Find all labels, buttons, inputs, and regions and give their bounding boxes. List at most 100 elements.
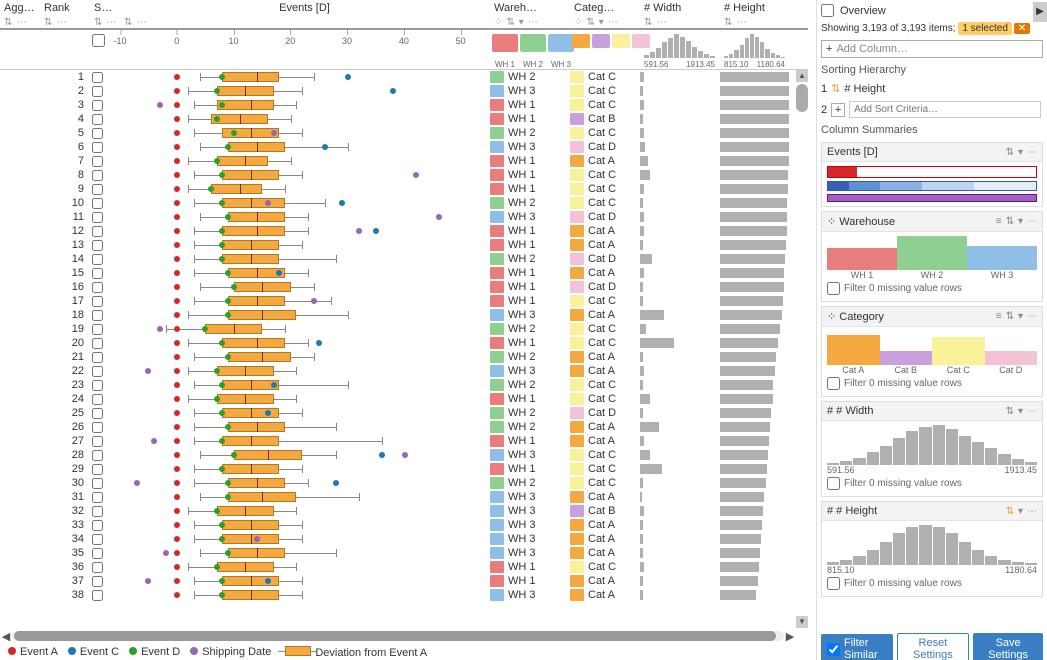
table-row[interactable]: 10WH 2Cat C xyxy=(0,196,808,210)
filter-missing-checkbox[interactable] xyxy=(827,477,840,490)
sort-icon[interactable]: ⇅ xyxy=(94,17,102,28)
more-icon[interactable]: ⋯ xyxy=(56,17,66,28)
row-select-checkbox[interactable] xyxy=(92,212,103,223)
table-row[interactable]: 37WH 1Cat A xyxy=(0,574,808,588)
row-select-checkbox[interactable] xyxy=(92,548,103,559)
plus-icon[interactable]: + xyxy=(831,103,845,117)
group-icon[interactable]: ⁘ xyxy=(494,17,502,28)
table-row[interactable]: 33WH 3Cat A xyxy=(0,518,808,532)
filter-missing-checkbox[interactable] xyxy=(827,577,840,590)
more-icon[interactable]: ⋯ xyxy=(136,17,146,28)
cat-sum-bar[interactable] xyxy=(932,337,985,365)
col-header-width[interactable]: # Width⇅⋯ xyxy=(640,0,720,28)
table-row[interactable]: 29WH 1Cat C xyxy=(0,462,808,476)
row-select-checkbox[interactable] xyxy=(92,184,103,195)
clear-selection-icon[interactable]: ✕ xyxy=(1014,23,1030,34)
row-select-checkbox[interactable] xyxy=(92,394,103,405)
more-icon[interactable]: ⋯ xyxy=(736,17,746,28)
filter-missing-checkbox[interactable] xyxy=(827,282,840,295)
col-header-wh[interactable]: Wareh…⁘⇅▾⋯ xyxy=(490,0,570,28)
table-row[interactable]: 3WH 1Cat C xyxy=(0,98,808,112)
table-row[interactable]: 27WH 1Cat A xyxy=(0,434,808,448)
row-select-checkbox[interactable] xyxy=(92,380,103,391)
more-icon[interactable]: ⋯ xyxy=(106,17,116,28)
row-select-checkbox[interactable] xyxy=(92,520,103,531)
row-select-checkbox[interactable] xyxy=(92,338,103,349)
add-column-input[interactable]: + Add Column… xyxy=(821,40,1043,58)
table-row[interactable]: 35WH 3Cat A xyxy=(0,546,808,560)
table-row[interactable]: 7WH 1Cat A xyxy=(0,154,808,168)
filter-similar-checkbox[interactable] xyxy=(827,643,840,656)
table-row[interactable]: 5WH 2Cat C xyxy=(0,126,808,140)
more-icon[interactable]: ⋯ xyxy=(608,17,618,28)
scroll-down-icon[interactable]: ▼ xyxy=(796,616,808,628)
table-row[interactable]: 34WH 3Cat A xyxy=(0,532,808,546)
table-row[interactable]: 18WH 3Cat A xyxy=(0,308,808,322)
scroll-left-icon[interactable]: ◀ xyxy=(0,630,12,642)
sort-icon[interactable]: ⇅ xyxy=(44,17,52,28)
table-row[interactable]: 25WH 2Cat D xyxy=(0,406,808,420)
row-select-checkbox[interactable] xyxy=(92,366,103,377)
sort-icon[interactable]: ⇅ xyxy=(724,17,732,28)
row-select-checkbox[interactable] xyxy=(92,324,103,335)
row-select-checkbox[interactable] xyxy=(92,268,103,279)
col-header-events[interactable]: Events [D]⇅⋯ xyxy=(120,0,490,28)
table-row[interactable]: 20WH 1Cat C xyxy=(0,336,808,350)
hscroll-thumb[interactable] xyxy=(14,631,776,641)
row-select-checkbox[interactable] xyxy=(92,240,103,251)
row-select-checkbox[interactable] xyxy=(92,142,103,153)
table-row[interactable]: 9WH 1Cat C xyxy=(0,182,808,196)
table-row[interactable]: 11WH 3Cat D xyxy=(0,210,808,224)
more-icon[interactable]: ⋯ xyxy=(1027,147,1037,158)
table-row[interactable]: 17WH 1Cat C xyxy=(0,294,808,308)
table-row[interactable]: 32WH 3Cat B xyxy=(0,504,808,518)
row-select-checkbox[interactable] xyxy=(92,436,103,447)
sort-icon[interactable]: ⇅ xyxy=(4,17,12,28)
vscroll-thumb[interactable] xyxy=(796,84,808,112)
vertical-scrollbar[interactable]: ▲ ▼ xyxy=(796,70,808,628)
filter-icon[interactable]: ▾ xyxy=(1018,216,1023,227)
col-header-cat[interactable]: Categ…⁘⇅▾⋯ xyxy=(570,0,640,28)
more-icon[interactable]: ⋯ xyxy=(16,17,26,28)
table-row[interactable]: 26WH 2Cat A xyxy=(0,420,808,434)
list-icon[interactable]: ≡ xyxy=(996,311,1002,322)
row-select-checkbox[interactable] xyxy=(92,450,103,461)
row-select-checkbox[interactable] xyxy=(92,352,103,363)
row-select-checkbox[interactable] xyxy=(92,114,103,125)
sort-icon[interactable]: ⇅ xyxy=(586,17,594,28)
sort-icon[interactable]: ⇅ xyxy=(1006,147,1014,158)
row-select-checkbox[interactable] xyxy=(92,534,103,545)
filter-similar-toggle[interactable]: Filter Similar xyxy=(821,634,893,660)
sort-icon[interactable]: ⇅ xyxy=(1006,506,1014,517)
row-select-checkbox[interactable] xyxy=(92,478,103,489)
more-icon[interactable]: ⋯ xyxy=(1027,506,1037,517)
save-settings-button[interactable]: Save Settings xyxy=(973,633,1043,660)
row-select-checkbox[interactable] xyxy=(92,254,103,265)
sort-criteria-input[interactable] xyxy=(849,101,1041,118)
row-select-checkbox[interactable] xyxy=(92,576,103,587)
row-select-checkbox[interactable] xyxy=(92,156,103,167)
list-icon[interactable]: ≡ xyxy=(996,216,1002,227)
select-all-checkbox[interactable] xyxy=(92,34,105,47)
row-select-checkbox[interactable] xyxy=(92,100,103,111)
filter-icon[interactable]: ▾ xyxy=(1018,506,1023,517)
row-select-checkbox[interactable] xyxy=(92,72,103,83)
row-select-checkbox[interactable] xyxy=(92,590,103,601)
table-row[interactable]: 2WH 3Cat C xyxy=(0,84,808,98)
filter-icon[interactable]: ▾ xyxy=(599,17,604,28)
row-select-checkbox[interactable] xyxy=(92,282,103,293)
table-row[interactable]: 22WH 3Cat A xyxy=(0,364,808,378)
overview-checkbox[interactable] xyxy=(821,4,834,17)
sort-icon[interactable]: ⇅ xyxy=(644,17,652,28)
wh-sum-bar[interactable] xyxy=(967,246,1037,270)
row-select-checkbox[interactable] xyxy=(92,128,103,139)
table-row[interactable]: 19WH 2Cat C xyxy=(0,322,808,336)
filter-icon[interactable]: ▾ xyxy=(1018,406,1023,417)
more-icon[interactable]: ⋯ xyxy=(656,17,666,28)
row-select-checkbox[interactable] xyxy=(92,310,103,321)
table-row[interactable]: 14WH 2Cat D xyxy=(0,252,808,266)
more-icon[interactable]: ⋯ xyxy=(1027,406,1037,417)
wh-sum-bar[interactable] xyxy=(897,236,967,270)
col-header-aggre[interactable]: Aggre…⇅⋯ xyxy=(0,0,40,28)
more-icon[interactable]: ⋯ xyxy=(528,17,538,28)
